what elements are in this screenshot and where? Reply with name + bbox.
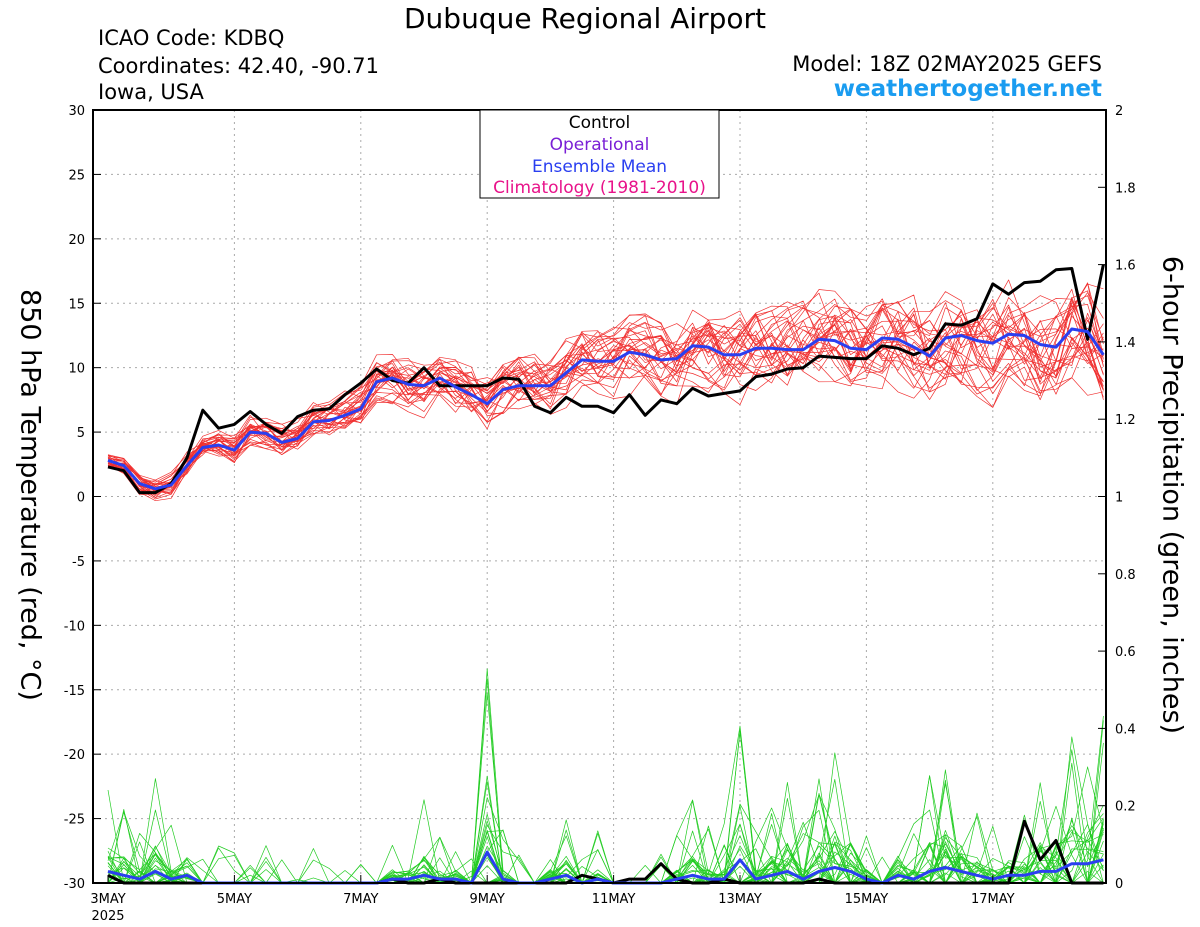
y-tick-label: -5 bbox=[72, 555, 85, 570]
y2-tick-label: 0.8 bbox=[1115, 568, 1136, 583]
y2-tick-label: 1.4 bbox=[1115, 336, 1136, 351]
temperature-member-line bbox=[107, 314, 1104, 485]
temperature-member-line bbox=[107, 298, 1104, 500]
temperature-member-line bbox=[107, 324, 1104, 492]
y2-tick-label: 1.6 bbox=[1115, 259, 1136, 274]
website-link[interactable]: weathertogether.net bbox=[833, 76, 1102, 102]
y-tick-label: -20 bbox=[64, 748, 85, 763]
y-tick-label: -10 bbox=[64, 619, 85, 634]
page-title: Dubuque Regional Airport bbox=[403, 2, 766, 35]
x-tick-sublabel: 2025 bbox=[91, 909, 124, 924]
precipitation-member-line bbox=[107, 668, 1104, 884]
location: Iowa, USA bbox=[98, 80, 204, 104]
legend-operational: Operational bbox=[550, 135, 650, 155]
y2-tick-label: 0.6 bbox=[1115, 645, 1136, 660]
y2-tick-label: 1.8 bbox=[1115, 181, 1136, 196]
legend-climatology: Climatology (1981-2010) bbox=[493, 178, 706, 198]
axis-ticks: 302520151050-5-10-15-20-25-3021.81.61.41… bbox=[64, 104, 1136, 924]
temperature-member-line bbox=[107, 318, 1104, 493]
y2-tick-label: 1 bbox=[1115, 491, 1123, 506]
temperature-member-line bbox=[107, 291, 1104, 490]
temperature-member-line bbox=[107, 311, 1104, 495]
temperature-member-line bbox=[107, 304, 1104, 498]
x-tick-label: 5MAY bbox=[217, 892, 252, 907]
temperature-member-line bbox=[107, 292, 1104, 502]
y-tick-label: -15 bbox=[64, 684, 85, 699]
y-tick-label: 5 bbox=[77, 426, 85, 441]
x-tick-label: 9MAY bbox=[470, 892, 505, 907]
temperature-member-line bbox=[107, 282, 1104, 493]
y-tick-label: 25 bbox=[68, 168, 85, 183]
y-tick-label: -30 bbox=[64, 877, 85, 892]
legend-ensemble-mean: Ensemble Mean bbox=[532, 157, 667, 177]
y-tick-label: -25 bbox=[64, 813, 85, 828]
y2-tick-label: 0.2 bbox=[1115, 800, 1136, 815]
x-tick-label: 17MAY bbox=[971, 892, 1015, 907]
grid bbox=[93, 110, 1106, 883]
temperature-member-line bbox=[107, 302, 1104, 485]
icao-code: ICAO Code: KDBQ bbox=[98, 26, 285, 50]
y-tick-label: 20 bbox=[68, 233, 85, 248]
y2-tick-label: 2 bbox=[1115, 104, 1123, 119]
legend-control: Control bbox=[569, 113, 630, 133]
coordinates: Coordinates: 42.40, -90.71 bbox=[98, 54, 379, 78]
y-tick-label: 15 bbox=[68, 297, 85, 312]
control-temperature-line bbox=[107, 264, 1105, 495]
legend: Control Operational Ensemble Mean Climat… bbox=[479, 109, 720, 199]
y2-tick-label: 0.4 bbox=[1115, 722, 1136, 737]
temperature-member-line bbox=[107, 307, 1104, 495]
x-tick-label: 13MAY bbox=[718, 892, 762, 907]
legend-box bbox=[479, 109, 720, 199]
x-tick-label: 15MAY bbox=[845, 892, 889, 907]
y2-tick-label: 0 bbox=[1115, 877, 1123, 892]
temperature-member-line bbox=[107, 300, 1104, 490]
x-tick-label: 7MAY bbox=[343, 892, 378, 907]
x-tick-label: 3MAY bbox=[90, 892, 125, 907]
y-tick-label: 30 bbox=[68, 104, 85, 119]
ensemble-mean-temperature-line bbox=[107, 327, 1105, 491]
y-tick-label: 10 bbox=[68, 362, 85, 377]
temperature-member-line bbox=[107, 282, 1104, 488]
x-tick-label: 11MAY bbox=[592, 892, 636, 907]
temperature-member-line bbox=[107, 279, 1104, 495]
temperature-member-line bbox=[107, 289, 1104, 496]
ensemble-members bbox=[107, 279, 1104, 884]
temperature-member-line bbox=[107, 283, 1104, 491]
temperature-member-line bbox=[107, 288, 1104, 492]
y2-tick-label: 1.2 bbox=[1115, 413, 1136, 428]
y-tick-label: 0 bbox=[77, 491, 85, 506]
model-run: Model: 18Z 02MAY2025 GEFS bbox=[792, 52, 1102, 76]
